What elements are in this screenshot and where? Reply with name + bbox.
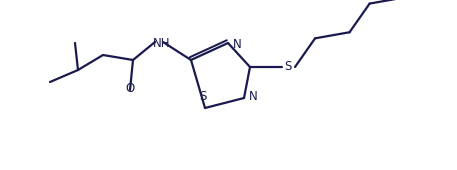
Text: N: N — [233, 38, 242, 52]
Text: S: S — [199, 90, 207, 103]
Text: S: S — [284, 59, 292, 72]
Text: NH: NH — [153, 37, 171, 50]
Text: N: N — [249, 90, 258, 104]
Text: O: O — [125, 82, 135, 95]
